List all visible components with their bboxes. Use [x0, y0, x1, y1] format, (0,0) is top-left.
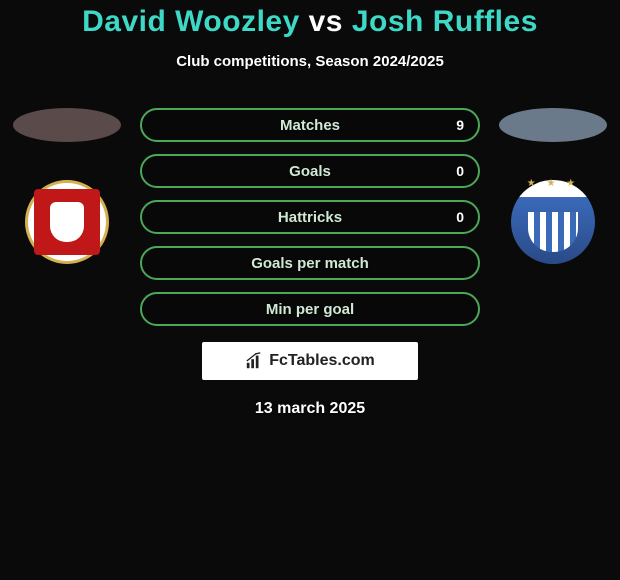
stat-bar-min-per-goal: Min per goal	[140, 292, 480, 326]
club-logo-huddersfield: ★ ★ ★	[511, 180, 595, 264]
stat-bar-goals: Goals 0	[140, 154, 480, 188]
stat-right-value: 0	[456, 163, 464, 179]
left-player-column	[12, 108, 122, 264]
stat-label: Goals	[289, 163, 331, 180]
date-text: 13 march 2025	[0, 400, 620, 418]
stat-bar-hattricks: Hattricks 0	[140, 200, 480, 234]
player2-name: Josh Ruffles	[352, 5, 538, 38]
stat-label: Hattricks	[278, 209, 342, 226]
crawley-badge-inner	[50, 202, 84, 242]
stat-bar-goals-per-match: Goals per match	[140, 246, 480, 280]
crawley-shield	[34, 189, 100, 255]
brand-text: FcTables.com	[269, 352, 375, 370]
bar-chart-icon	[245, 352, 263, 370]
stat-label: Min per goal	[266, 301, 354, 318]
club-logo-crawley	[25, 180, 109, 264]
stat-right-value: 0	[456, 209, 464, 225]
vs-text: vs	[309, 5, 343, 38]
stat-right-value: 9	[456, 117, 464, 133]
stat-bars: Matches 9 Goals 0 Hattricks 0 Goals per match M…	[140, 108, 480, 326]
player1-name: David Woozley	[82, 5, 300, 38]
right-player-column: ★ ★ ★	[498, 108, 608, 264]
huddersfield-stripes	[528, 212, 578, 252]
stat-bar-matches: Matches 9	[140, 108, 480, 142]
player2-silhouette	[499, 108, 607, 142]
brand-badge: FcTables.com	[202, 342, 418, 380]
stat-label: Matches	[280, 117, 340, 134]
huddersfield-stars: ★ ★ ★	[511, 178, 595, 189]
comparison-card: David Woozley vs Josh Ruffles Club compe…	[0, 0, 620, 580]
content-row: Matches 9 Goals 0 Hattricks 0 Goals per match M…	[0, 108, 620, 326]
player1-silhouette	[13, 108, 121, 142]
page-title: David Woozley vs Josh Ruffles	[0, 5, 620, 39]
subtitle: Club competitions, Season 2024/2025	[0, 53, 620, 70]
stat-label: Goals per match	[251, 255, 369, 272]
